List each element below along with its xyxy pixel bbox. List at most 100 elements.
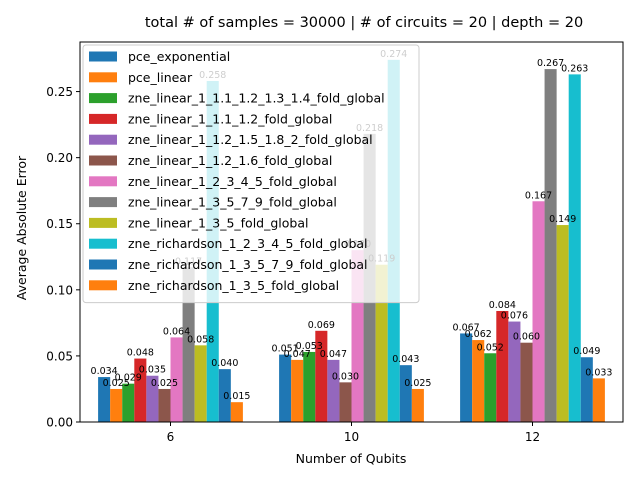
data-label: 0.052 [477,342,504,353]
legend-label: zne_richardson_1_3_5_fold_global [128,278,339,293]
y-axis-label: Average Absolute Error [14,155,29,300]
data-label: 0.040 [211,358,238,369]
data-label: 0.062 [465,329,492,340]
legend-swatch [89,72,117,83]
legend-label: zne_richardson_1_2_3_4_5_fold_global [128,236,368,251]
bar-zne_richardson_1_2_3_4_5_fold_global-12 [568,74,581,423]
x-tick-label: 6 [167,430,175,444]
data-label: 0.047 [284,349,311,360]
legend-label: pce_linear [128,70,193,85]
data-label: 0.069 [308,320,335,331]
bar-zne_linear_1_3_5_7_9_fold_global-6 [182,267,195,422]
data-label: 0.035 [139,365,166,376]
legend: pce_exponential pce_linear zne_linear_1_1.… [82,44,420,304]
legend-label: zne_linear_1_3_5_7_9_fold_global [128,195,337,210]
y-tick-label: 0.25 [46,85,73,99]
bar-zne_linear_1_1.2_1.6_fold_global-12 [520,342,533,422]
data-label: 0.049 [573,346,600,357]
y-tick-label: 0.10 [46,283,73,297]
bar-zne_richardson_1_3_5_7_9_fold_global-10 [399,365,412,422]
legend-swatch [89,197,117,208]
legend-swatch [89,93,117,104]
bar-zne_richardson_1_3_5_fold_global-10 [411,388,424,422]
legend-label: zne_richardson_1_3_5_7_9_fold_global [128,257,368,272]
data-label: 0.060 [513,332,540,343]
bar-zne_richardson_1_3_5_fold_global-12 [592,378,605,422]
data-label: 0.048 [127,348,154,359]
legend-label: zne_linear_1_1.1_1.2_fold_global [128,111,332,126]
y-tick-label: 0.00 [46,416,73,430]
bar-zne_linear_1_1.1_1.2_1.3_1.4_fold_global-6 [122,383,135,422]
legend-label: pce_exponential [128,49,230,64]
data-label: 0.053 [296,341,323,352]
legend-swatch [89,155,117,166]
bar-zne_linear_1_1.2_1.6_fold_global-6 [158,388,171,422]
bar-zne_linear_1_1.1_1.2_fold_global-12 [496,310,509,422]
legend-label: zne_linear_1_2_3_4_5_fold_global [128,174,337,189]
data-label: 0.067 [453,322,480,333]
bar-zne_richardson_1_3_5_7_9_fold_global-12 [580,357,593,422]
data-labels-layer: 0.034 0.051 0.067 0.025 0.047 0.062 0.029 0.053… [91,49,613,402]
legend-box [82,44,420,304]
legend-label: zne_linear_1_1.1_1.2_1.3_1.4_fold_global [128,91,385,106]
bar-zne_linear_1_1.1_1.2_fold_global-10 [315,330,328,422]
bar-pce_exponential-10 [279,354,292,422]
data-label: 0.064 [163,326,190,337]
legend-swatch [89,51,117,62]
data-label: 0.076 [501,311,528,322]
data-label: 0.025 [151,378,178,389]
bar-zne_linear_1_1.2_1.5_1.8_2_fold_global-10 [327,359,340,422]
legend-swatch [89,217,117,228]
data-label: 0.051 [272,344,299,355]
legend-swatch [89,134,117,145]
bar-zne_linear_1_1.2_1.5_1.8_2_fold_global-6 [146,375,159,422]
axes: 0.00 0.05 0.10 0.15 0.20 0.25 6 10 12 [46,41,624,444]
bar-zne_richardson_1_3_5_fold_global-6 [230,402,243,422]
legend-swatch [89,259,117,270]
data-label: 0.043 [392,354,419,365]
data-label: 0.025 [404,378,431,389]
bar-zne_linear_1_2_3_4_5_fold_global-6 [170,337,183,422]
legend-swatch [89,280,117,291]
data-label: 0.015 [223,391,250,402]
bar-zne_linear_1_1.2_1.6_fold_global-10 [339,382,352,422]
bar-zne_linear_1_3_5_fold_global-12 [556,225,569,422]
bar-pce_linear-12 [472,340,485,422]
bar-pce_linear-6 [110,388,123,422]
bar-zne_richardson_1_3_5_7_9_fold_global-6 [218,369,231,422]
bar-zne_linear_1_1.1_1.2_1.3_1.4_fold_global-12 [484,353,497,422]
y-tick-label: 0.05 [46,349,73,363]
data-label: 0.030 [332,371,359,382]
bar-pce_exponential-6 [98,377,111,422]
data-label: 0.047 [320,349,347,360]
legend-label: zne_linear_1_1.2_1.6_fold_global [128,153,332,168]
legend-label: zne_linear_1_1.2_1.5_1.8_2_fold_global [128,132,373,147]
y-tick-label: 0.15 [46,217,73,231]
bar-zne_linear_1_1.1_1.2_fold_global-6 [134,358,147,422]
bar-zne_linear_1_1.2_1.5_1.8_2_fold_global-12 [508,321,521,422]
bar-zne_linear_1_3_5_7_9_fold_global-12 [544,69,557,423]
legend-swatch [89,238,117,249]
bar-zne_linear_1_1.1_1.2_1.3_1.4_fold_global-10 [303,351,316,422]
data-label: 0.167 [525,190,552,201]
bar-pce_linear-10 [291,359,304,422]
data-label: 0.263 [561,63,588,74]
chart-title: total # of samples = 30000 | # of circui… [145,15,583,31]
legend-label: zne_linear_1_3_5_fold_global [128,215,308,230]
bar-zne_linear_1_3_5_fold_global-6 [194,345,207,422]
x-tick-label: 12 [525,430,540,444]
data-label: 0.267 [537,58,564,69]
data-label: 0.029 [115,373,142,384]
data-label: 0.149 [549,214,576,225]
bar-zne_linear_1_2_3_4_5_fold_global-12 [532,201,545,422]
x-tick-label: 10 [344,430,359,444]
bar-zne_linear_1_3_5_fold_global-10 [375,264,388,422]
legend-swatch [89,113,117,124]
data-label: 0.058 [187,334,214,345]
x-axis-label: Number of Qubits [296,451,407,466]
legend-swatch [89,176,117,187]
bar-pce_exponential-12 [460,333,473,422]
data-label: 0.034 [91,366,118,377]
y-tick-label: 0.20 [46,151,73,165]
